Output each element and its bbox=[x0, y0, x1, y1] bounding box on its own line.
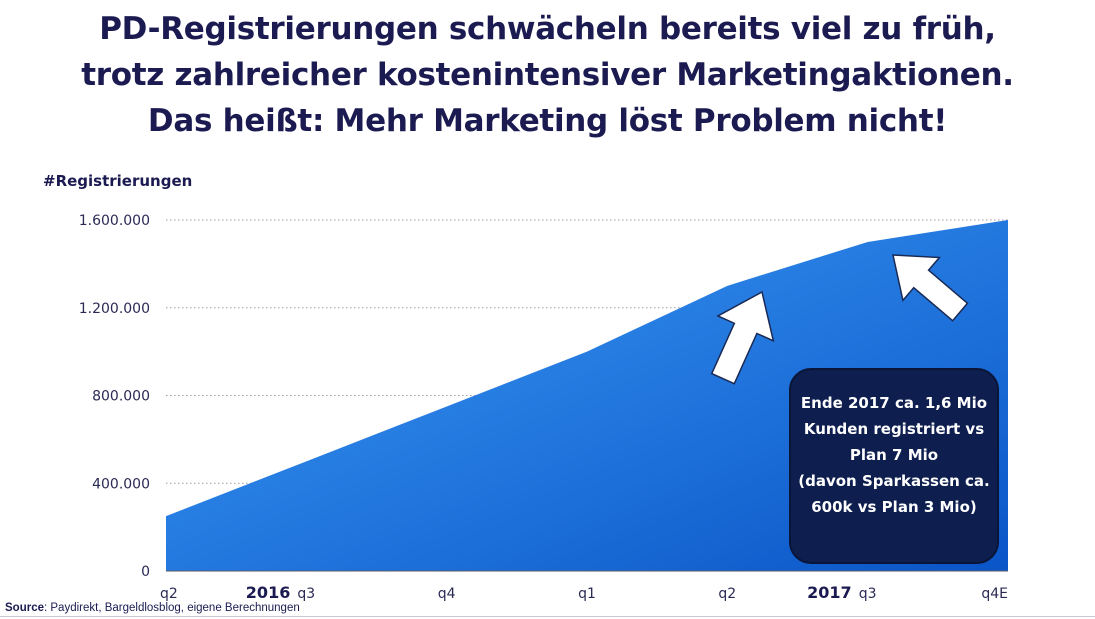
x-tick-label: q3 bbox=[297, 586, 315, 602]
x-tick-label: q2 bbox=[160, 586, 178, 602]
year-label: 2017 bbox=[807, 583, 852, 602]
x-tick-label: q3 bbox=[859, 586, 877, 602]
bottom-divider bbox=[0, 616, 1095, 617]
title-line-2: trotz zahlreicher kostenintensiver Marke… bbox=[81, 57, 1014, 93]
x-tick-label: q2 bbox=[718, 586, 736, 602]
x-tick-label: q4 bbox=[438, 586, 456, 602]
title-line-3: Das heißt: Mehr Marketing löst Problem n… bbox=[147, 103, 948, 139]
y-tick-label: 1.200.000 bbox=[79, 301, 150, 317]
page-title: PD-Registrierungen schwächeln bereits vi… bbox=[0, 6, 1095, 144]
year-label: 2016 bbox=[246, 583, 291, 602]
y-tick-label: 1.600.000 bbox=[79, 213, 150, 229]
callout-line-1: Ende 2017 ca. 1,6 Mio bbox=[800, 394, 988, 412]
source-note: Source: Paydirekt, Bargeldlosblog, eigen… bbox=[5, 602, 300, 614]
y-tick-label: 400.000 bbox=[92, 476, 150, 492]
up-arrow-icon bbox=[710, 290, 775, 385]
x-tick-label: q1 bbox=[578, 586, 596, 602]
y-tick-label: 800.000 bbox=[92, 389, 150, 405]
callout-line-2: Kunden registriert vs bbox=[803, 420, 985, 438]
callout-line-4: (davon Sparkassen ca. bbox=[798, 472, 990, 490]
source-label: Source bbox=[5, 602, 44, 614]
summary-callout: Ende 2017 ca. 1,6 Mio Kunden registriert… bbox=[789, 368, 999, 564]
x-tick-label: q4E bbox=[981, 586, 1008, 602]
title-line-1: PD-Registrierungen schwächeln bereits vi… bbox=[99, 11, 996, 47]
y-tick-label: 0 bbox=[141, 564, 150, 580]
callout-line-3: Plan 7 Mio bbox=[849, 446, 939, 464]
y-axis-label: #Registrierungen bbox=[43, 172, 193, 190]
callout-line-5: 600k vs Plan 3 Mio) bbox=[811, 498, 977, 516]
up-arrow-icon bbox=[892, 254, 969, 322]
source-text: : Paydirekt, Bargeldlosblog, eigene Bere… bbox=[44, 602, 300, 614]
